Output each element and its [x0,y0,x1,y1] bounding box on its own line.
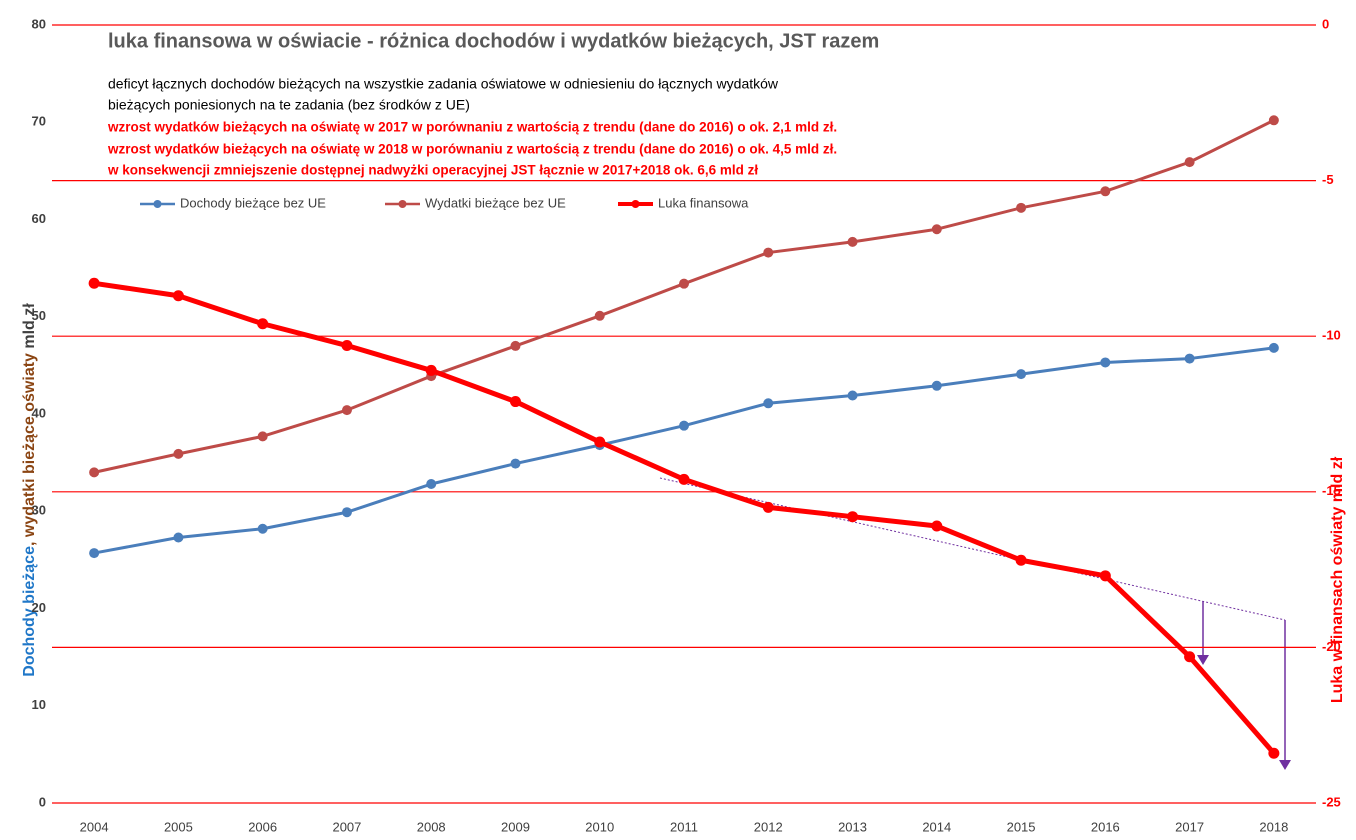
legend-label: Wydatki bieżące bez UE [425,195,566,210]
y-tick-label: 50 [32,308,46,323]
x-tick-label: 2018 [1259,819,1288,834]
point [1100,357,1111,368]
point [931,520,943,532]
y-label-part: mld zł [21,303,38,353]
legend-label: Luka finansowa [658,195,749,210]
point [257,318,269,330]
point [257,523,268,534]
point [1100,186,1111,197]
point [341,340,353,352]
trend-annotation [659,477,1291,770]
x-tick-label: 2005 [164,819,193,834]
x-tick-label: 2010 [585,819,614,834]
y2-tick-label: -25 [1322,794,1341,809]
y-tick-label: 40 [32,405,46,420]
legend-marker [631,200,640,208]
y-tick-label: 70 [32,114,46,129]
legend: Dochody bieżące bez UE Wydatki bieżące be… [140,195,749,210]
y-axis-label: Dochody bieżące, wydatki bieżące oświaty… [21,303,38,677]
point [510,458,521,469]
legend-marker [153,200,162,208]
point [341,507,352,518]
point [1099,570,1111,582]
point [1268,342,1279,353]
x-tick-label: 2007 [332,819,361,834]
x-tick-label: 2011 [670,819,698,834]
series-line [93,346,1275,555]
point [341,405,352,416]
point [594,436,606,448]
x-tick-label: 2006 [248,819,277,834]
point [1184,157,1195,168]
note: deficyt łącznych dochodów bieżących na w… [108,76,779,92]
point [1016,369,1027,380]
y-label-part: Dochody bieżące [21,546,38,677]
y-label-part: , wydatki bieżące oświaty [21,353,38,546]
x-tick-label: 2015 [1007,819,1036,834]
point [426,479,437,490]
point [1184,651,1196,663]
point [172,290,184,302]
point [931,224,942,235]
highlight: wzrost wydatków bieżących na oświatę w 2… [107,120,837,135]
arrow-head [1279,760,1291,770]
note: bieżących poniesionych na te zadania (be… [108,97,470,113]
x-tick-label: 2016 [1091,819,1120,834]
x-tick-label: 2008 [417,819,446,834]
highlight: w konsekwencji zmniejszenie dostępnej na… [107,163,758,178]
point [1268,747,1280,759]
point [1016,202,1027,213]
chart-title: luka finansowa w oświacie - różnica doch… [108,30,879,52]
point [257,431,268,442]
y-tick-label: 80 [32,16,46,31]
highlight: wzrost wydatków bieżących na oświatę w 2… [107,142,837,157]
point [678,473,690,485]
point [847,236,858,247]
x-tick-label: 2009 [501,819,530,834]
point [931,380,942,391]
point [88,277,100,289]
point [173,448,184,459]
y-tick-label: 10 [32,697,46,712]
y2-tick-label: -5 [1322,172,1334,187]
point [509,396,521,408]
series-line [93,280,1276,755]
point [425,364,437,376]
point [594,310,605,321]
point [763,247,774,258]
trend-line [659,477,1286,621]
point [1184,353,1195,364]
x-tick-label: 2014 [922,819,951,834]
x-tick-label: 2013 [838,819,867,834]
y-tick-label: 60 [32,211,46,226]
point [763,398,774,409]
x-tick-label: 2012 [754,819,783,834]
y-tick-label: 30 [32,503,46,518]
y2-tick-label: -15 [1322,483,1341,498]
y-tick-label: 0 [39,794,46,809]
y2-tick-label: -10 [1322,328,1341,343]
point [89,467,100,478]
x-tick-label: 2017 [1175,819,1204,834]
point [510,340,521,351]
arrow-head [1197,655,1209,665]
point [679,278,689,289]
point [89,548,100,559]
legend-label: Dochody bieżące bez UE [180,195,326,210]
point [762,501,774,513]
point [173,532,184,543]
x-tick-label: 2004 [80,819,109,834]
point [847,511,859,523]
point [1015,554,1027,566]
legend-marker [398,200,407,208]
y-tick-label: 20 [32,600,46,615]
y2-tick-label: 0 [1322,16,1329,31]
y2-axis-label: Luka w finansach oświaty mld zł [1329,456,1346,703]
point [679,420,689,431]
point [1268,115,1279,126]
point [847,390,858,401]
y2-tick-label: -20 [1322,639,1341,654]
